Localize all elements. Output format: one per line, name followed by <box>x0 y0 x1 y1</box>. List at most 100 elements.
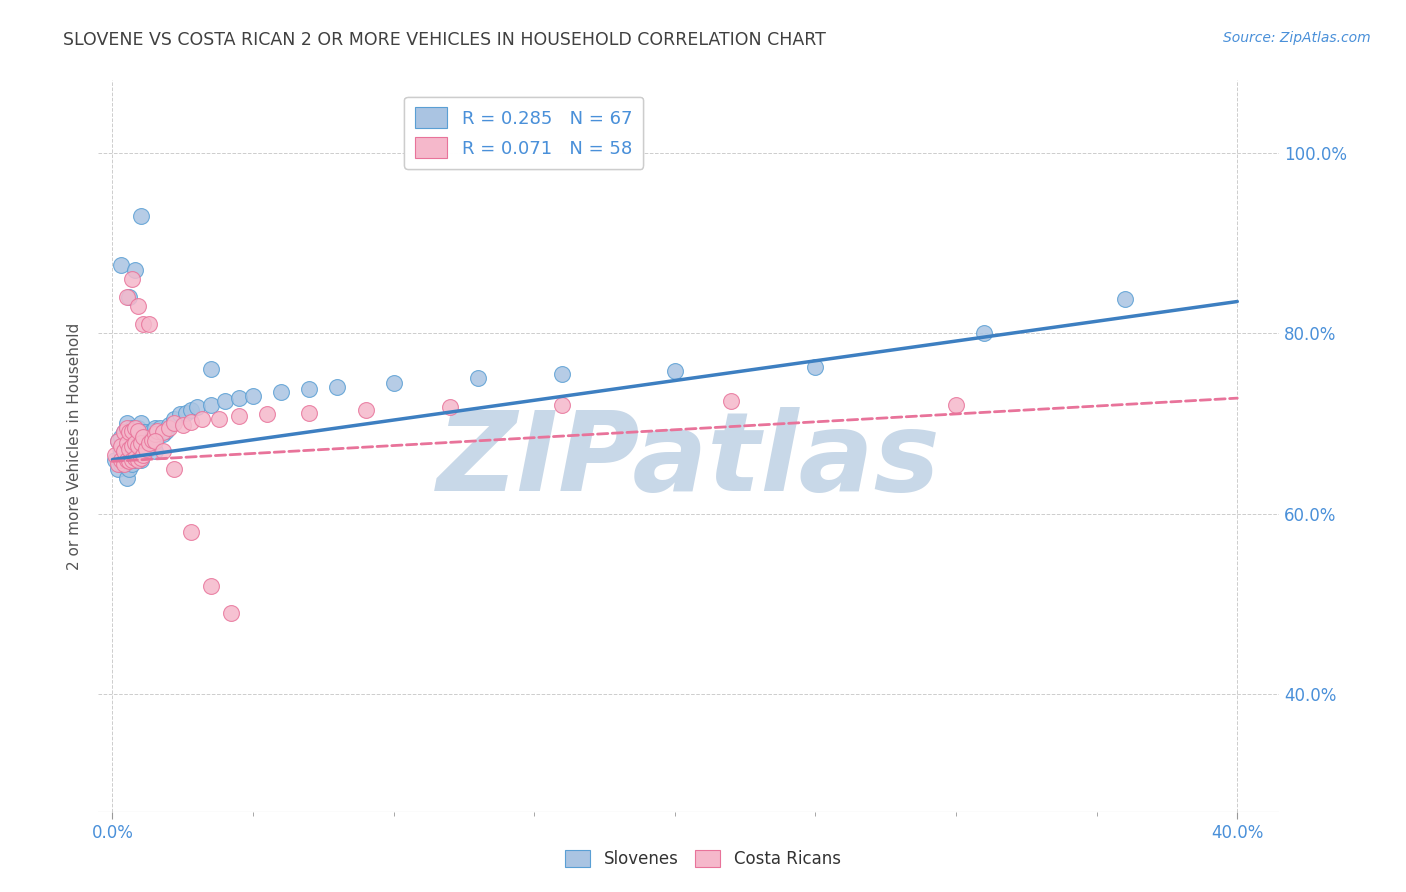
Point <box>200 398 222 412</box>
Point <box>551 367 574 381</box>
Point <box>127 452 149 467</box>
Point <box>180 403 202 417</box>
Point <box>143 434 166 449</box>
Point <box>146 430 169 444</box>
Point <box>973 326 995 340</box>
Text: ZIPatlas: ZIPatlas <box>437 407 941 514</box>
Point <box>132 448 155 462</box>
Point <box>129 436 152 450</box>
Legend: R = 0.285   N = 67, R = 0.071   N = 58: R = 0.285 N = 67, R = 0.071 N = 58 <box>404 96 643 169</box>
Point <box>242 389 264 403</box>
Legend: Slovenes, Costa Ricans: Slovenes, Costa Ricans <box>558 843 848 875</box>
Point <box>138 433 160 447</box>
Point <box>152 443 174 458</box>
Y-axis label: 2 or more Vehicles in Household: 2 or more Vehicles in Household <box>67 322 83 570</box>
Point <box>664 364 686 378</box>
Point <box>118 454 141 468</box>
Point <box>219 606 242 620</box>
Point <box>112 443 135 458</box>
Point <box>172 418 194 433</box>
Point <box>115 452 138 467</box>
Point <box>141 433 163 447</box>
Text: Source: ZipAtlas.com: Source: ZipAtlas.com <box>1223 31 1371 45</box>
Point <box>127 439 149 453</box>
Point <box>135 443 157 458</box>
Point <box>439 400 461 414</box>
Point <box>115 452 138 467</box>
Point <box>112 425 135 440</box>
Point <box>129 450 152 465</box>
Point <box>169 408 191 422</box>
Point <box>127 299 149 313</box>
Point <box>174 406 197 420</box>
Point <box>124 436 146 450</box>
Point <box>143 443 166 458</box>
Point <box>127 439 149 453</box>
Point <box>121 424 143 438</box>
Point <box>186 400 208 414</box>
Point <box>138 436 160 450</box>
Point <box>180 415 202 429</box>
Point <box>228 391 250 405</box>
Point <box>121 439 143 453</box>
Point <box>146 424 169 438</box>
Point <box>118 290 141 304</box>
Point <box>135 425 157 440</box>
Point <box>112 425 135 440</box>
Point <box>127 452 149 467</box>
Point <box>127 424 149 438</box>
Point <box>121 445 143 459</box>
Point <box>112 457 135 471</box>
Point <box>121 421 143 435</box>
Point <box>163 461 186 475</box>
Point <box>945 398 967 412</box>
Point <box>121 272 143 286</box>
Point <box>138 317 160 331</box>
Point <box>135 442 157 456</box>
Point <box>129 434 152 449</box>
Point <box>132 425 155 440</box>
Point <box>115 417 138 431</box>
Point <box>110 430 132 444</box>
Point <box>157 418 180 433</box>
Point <box>208 412 231 426</box>
Point <box>256 408 278 422</box>
Point <box>467 371 489 385</box>
Point <box>110 443 132 458</box>
Point <box>298 382 321 396</box>
Point <box>129 452 152 467</box>
Point <box>121 434 143 449</box>
Point <box>124 442 146 456</box>
Point <box>132 317 155 331</box>
Point <box>112 452 135 467</box>
Point <box>382 376 405 390</box>
Point <box>107 434 129 449</box>
Point <box>118 443 141 458</box>
Point <box>127 421 149 435</box>
Point <box>118 425 141 440</box>
Point <box>112 439 135 453</box>
Point <box>115 434 138 449</box>
Point <box>118 425 141 440</box>
Point <box>112 452 135 467</box>
Point <box>326 380 349 394</box>
Point <box>110 452 132 467</box>
Point <box>157 421 180 435</box>
Point <box>155 424 177 438</box>
Point <box>129 417 152 431</box>
Point <box>118 461 141 475</box>
Point <box>298 406 321 420</box>
Point <box>152 427 174 442</box>
Point <box>115 470 138 484</box>
Point <box>270 384 292 399</box>
Point <box>124 263 146 277</box>
Point <box>115 290 138 304</box>
Point <box>551 398 574 412</box>
Point <box>180 524 202 539</box>
Point <box>152 425 174 440</box>
Point <box>107 434 129 449</box>
Point <box>143 421 166 435</box>
Point <box>163 417 186 431</box>
Point <box>110 439 132 453</box>
Point <box>149 421 172 435</box>
